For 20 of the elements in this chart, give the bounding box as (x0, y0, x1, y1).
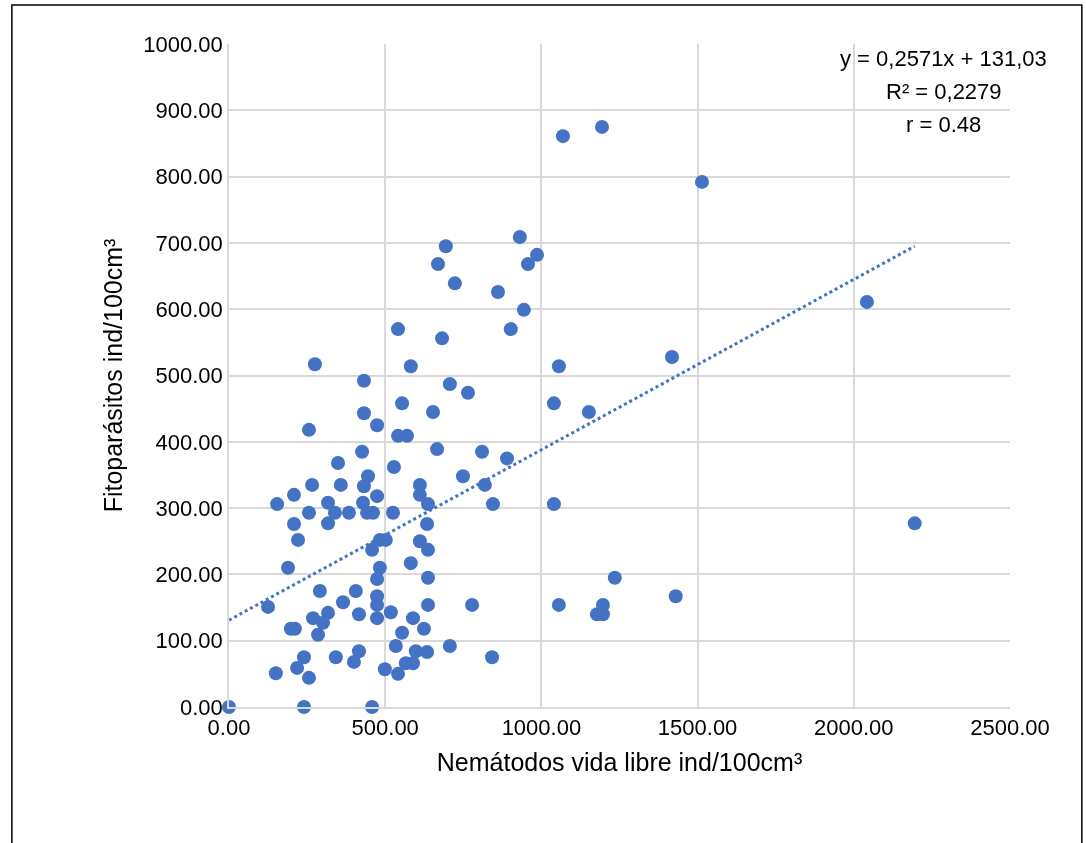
x-tick-label: 2500.00 (970, 715, 1050, 741)
x-tick-label: 500.00 (351, 715, 419, 741)
y-tick-label: 1000.00 (143, 31, 223, 57)
y-tick-label: 100.00 (155, 628, 223, 654)
annotation: y = 0,2571x + 131,03 (840, 46, 1047, 71)
x-axis-title: Nemátodos vida libre ind/100cm³ (436, 747, 803, 776)
y-tick-label: 800.00 (155, 164, 223, 190)
y-tick-label: 500.00 (155, 363, 223, 389)
x-tick-label: 2000.00 (814, 715, 894, 741)
y-tick-label: 400.00 (155, 429, 223, 455)
x-tick-label: 1000.00 (501, 715, 582, 741)
y-tick-label: 600.00 (155, 296, 223, 322)
y-tick-label: 700.00 (155, 230, 223, 256)
y-tick-label: 300.00 (155, 495, 223, 521)
y-axis-title: Fitoparásitos ind/100cm³ (98, 238, 127, 513)
annotation: R² = 0,2279 (886, 79, 1002, 104)
y-tick-label: 900.00 (155, 98, 223, 123)
annotation: r = 0.48 (906, 112, 982, 137)
y-tick-label: 200.00 (155, 562, 223, 588)
x-tick-label: 1500.00 (657, 715, 738, 741)
